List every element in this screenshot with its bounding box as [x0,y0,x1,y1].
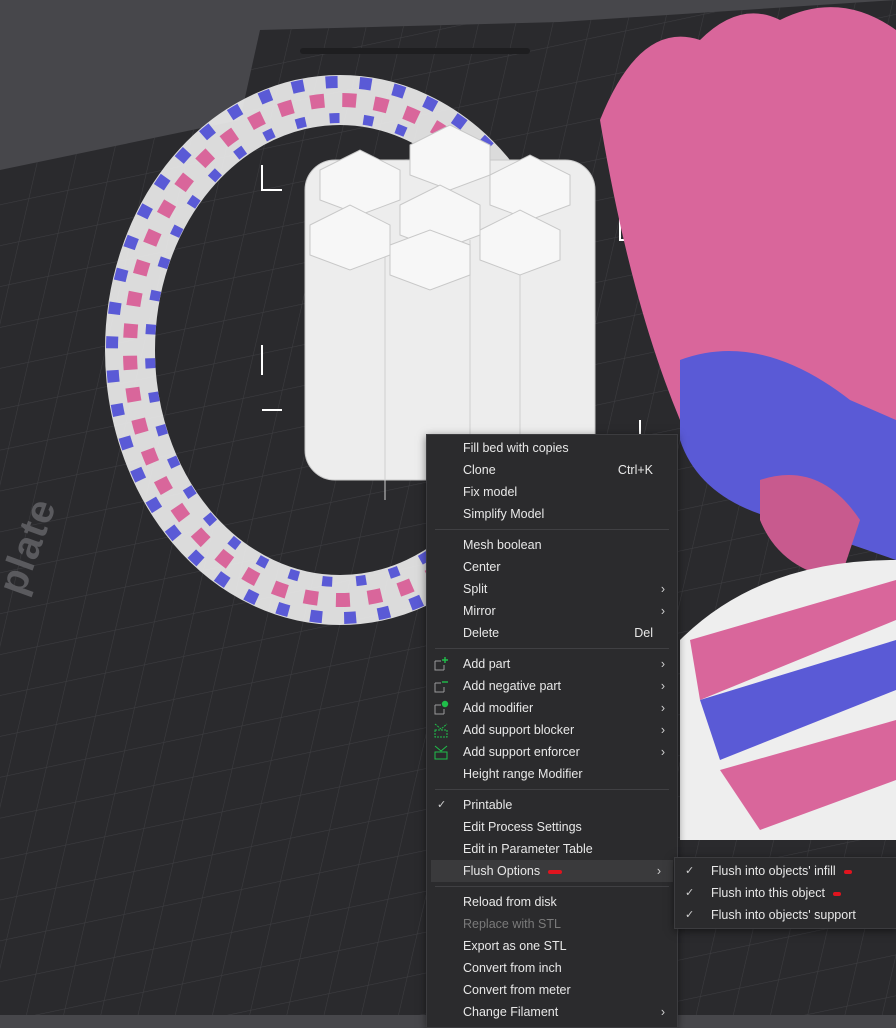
menu-item-label: Mirror [463,604,496,618]
menu-separator [435,648,669,649]
selection-bounding-box [261,165,641,440]
chevron-right-icon: › [660,582,665,596]
menu-item-label: Add negative part [463,679,561,693]
menu-item-label: Change Filament [463,1005,559,1019]
submenu-item-flush-into-this-object[interactable]: ✓ Flush into this object [675,882,896,904]
menu-item-delete[interactable]: Delete Del [427,622,677,644]
menu-item-split[interactable]: Split › [427,578,677,600]
menu-item-add-modifier[interactable]: Add modifier › [427,697,677,719]
menu-item-convert-from-inch[interactable]: Convert from inch [427,957,677,979]
checkmark-icon: ✓ [685,887,695,899]
shortcut-label: Del [634,626,653,640]
submenu-item-label: Flush into this object [711,886,825,900]
chevron-right-icon: › [660,604,665,618]
menu-item-clone[interactable]: Clone Ctrl+K [427,459,677,481]
menu-item-add-support-enforcer[interactable]: Add support enforcer › [427,741,677,763]
menu-item-flush-options[interactable]: Flush Options › [431,860,673,882]
menu-item-add-part[interactable]: Add part › [427,653,677,675]
red-annotation-mark [832,891,841,896]
submenu-item-flush-into-objects-support[interactable]: ✓ Flush into objects' support [675,904,896,926]
hexagon-cluster-model [304,124,596,500]
chevron-right-icon: › [660,701,665,715]
menu-item-label: Add support blocker [463,723,575,737]
menu-item-height-range-modifier[interactable]: Height range Modifier [427,763,677,785]
menu-item-label: Convert from inch [463,961,562,975]
menu-item-label: Mesh boolean [463,538,542,552]
menu-item-change-filament[interactable]: Change Filament › [427,1001,677,1023]
menu-item-reload-from-disk[interactable]: Reload from disk [427,891,677,913]
flush-options-submenu: ✓ Flush into objects' infill ✓ Flush into t… [674,857,896,929]
menu-separator [435,789,669,790]
menu-item-mesh-boolean[interactable]: Mesh boolean [427,534,677,556]
chevron-right-icon: › [660,1005,665,1019]
menu-item-edit-in-parameter-table[interactable]: Edit in Parameter Table [427,838,677,860]
menu-item-label: Edit in Parameter Table [463,842,593,856]
menu-item-label: Edit Process Settings [463,820,582,834]
menu-item-label: Center [463,560,501,574]
red-annotation-mark [843,869,852,874]
chevron-right-icon: › [660,723,665,737]
chevron-right-icon: › [656,864,661,878]
chevron-right-icon: › [660,679,665,693]
menu-item-label: Add part [463,657,511,671]
red-annotation-mark [548,869,563,874]
menu-item-label: Add support enforcer [463,745,580,759]
submenu-item-flush-into-objects-infill[interactable]: ✓ Flush into objects' infill [675,860,896,882]
menu-separator [435,886,669,887]
add-modifier-icon [433,700,449,716]
menu-item-fix-model[interactable]: Fix model [427,481,677,503]
add-negative-part-icon [433,678,449,694]
menu-item-printable[interactable]: ✓ Printable [427,794,677,816]
menu-item-label: Flush Options [463,864,541,878]
menu-item-label: Add modifier [463,701,534,715]
chevron-right-icon: › [660,657,665,671]
menu-item-label: Fill bed with copies [463,441,569,455]
menu-item-label: Export as one STL [463,939,567,953]
menu-item-mirror[interactable]: Mirror › [427,600,677,622]
menu-item-label: Reload from disk [463,895,557,909]
menu-item-label: Clone [463,463,496,477]
menu-item-label: Fix model [463,485,518,499]
menu-item-convert-from-meter[interactable]: Convert from meter [427,979,677,1001]
menu-item-fill-bed-with-copies[interactable]: Fill bed with copies [427,437,677,459]
menu-item-label: Convert from meter [463,983,571,997]
support-enforcer-icon [433,744,449,760]
context-menu: Fill bed with copies Clone Ctrl+K Fix model… [426,434,678,1028]
add-part-icon [433,656,449,672]
menu-item-label: Printable [463,798,513,812]
submenu-item-label: Flush into objects' support [711,908,856,922]
menu-item-replace-with-stl: Replace with STL [427,913,677,935]
menu-item-export-as-one-stl[interactable]: Export as one STL [427,935,677,957]
menu-item-add-negative-part[interactable]: Add negative part › [427,675,677,697]
shortcut-label: Ctrl+K [617,463,653,477]
checkmark-icon: ✓ [437,799,447,811]
checkmark-icon: ✓ [685,865,695,877]
menu-item-center[interactable]: Center [427,556,677,578]
support-blocker-icon [433,722,449,738]
menu-item-add-support-blocker[interactable]: Add support blocker › [427,719,677,741]
submenu-item-label: Flush into objects' infill [711,864,836,878]
menu-separator [435,529,669,530]
menu-item-label: Height range Modifier [463,767,583,781]
menu-item-simplify-model[interactable]: Simplify Model [427,503,677,525]
menu-item-label: Split [463,582,488,596]
checkmark-icon: ✓ [685,909,695,921]
coral-model [600,7,896,840]
menu-item-label: Simplify Model [463,507,545,521]
menu-item-label: Replace with STL [463,917,561,931]
chevron-right-icon: › [660,745,665,759]
menu-item-edit-process-settings[interactable]: Edit Process Settings [427,816,677,838]
menu-item-label: Delete [463,626,500,640]
